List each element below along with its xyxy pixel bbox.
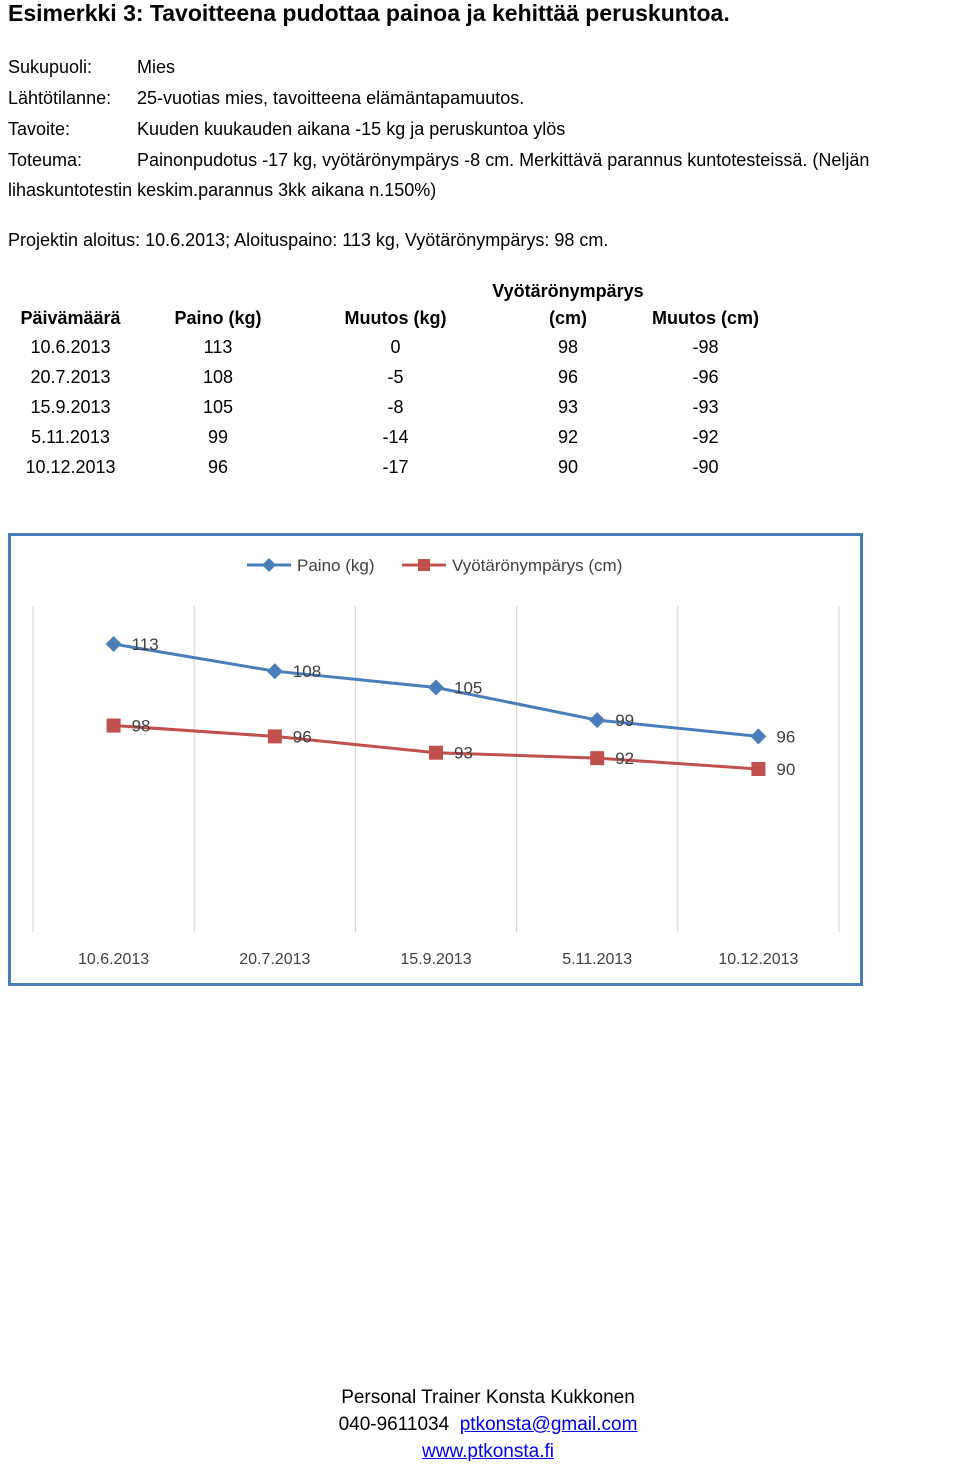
table-cell: 96 — [557, 366, 579, 387]
table-cell: -17 — [382, 456, 409, 477]
legend-label: Paino (kg) — [297, 556, 374, 575]
table-row: 15.9.2013 105 -8 93 -93 — [8, 392, 763, 422]
table-row: 20.7.2013 108 -5 96 -96 — [8, 362, 763, 392]
table-cell: 113 — [203, 336, 233, 357]
data-label: 96 — [293, 727, 312, 746]
info-row-lahtotilanne: Lähtötilanne: 25-vuotias mies, tavoitteen… — [8, 87, 524, 109]
data-point — [590, 751, 605, 766]
data-point — [106, 718, 121, 733]
table-cell: 5.11.2013 — [31, 426, 110, 447]
table-cell: 92 — [557, 426, 579, 447]
data-label: 90 — [776, 760, 795, 779]
data-label: 93 — [454, 744, 473, 763]
chart-frame: 10.6.2013 20.7.2013 15.9.2013 5.11.2013 10.1… — [8, 533, 863, 986]
footer-name: Personal Trainer Konsta Kukkonen — [341, 1387, 635, 1408]
table-cell: 0 — [390, 336, 401, 357]
table-cell: 99 — [207, 426, 229, 447]
info-value: Mies — [137, 57, 176, 77]
footer-phone: 040-9611034 — [338, 1414, 450, 1435]
data-label: 105 — [454, 679, 482, 698]
toteuma-continuation: lihaskuntotestin keskim.parannus 3kk aik… — [8, 180, 437, 200]
data-label: 99 — [615, 711, 634, 730]
footer-website-link[interactable]: www.ptkonsta.fi — [422, 1441, 554, 1462]
table-cell: 90 — [557, 456, 579, 477]
table-header-row: Päivämäärä Paino (kg) Muutos (kg) Vyötär… — [8, 278, 763, 332]
table-cell: -98 — [692, 336, 719, 357]
x-tick-label: 20.7.2013 — [239, 951, 310, 968]
table-cell: -90 — [692, 456, 719, 477]
table-cell: -92 — [692, 426, 719, 447]
info-label: Sukupuoli: — [8, 57, 93, 77]
data-label: 92 — [615, 749, 634, 768]
info-row-tavoite: Tavoite: Kuuden kuukauden aikana -15 kg j… — [8, 118, 565, 140]
data-label: 113 — [132, 635, 159, 654]
data-point — [751, 762, 766, 776]
table-row: 10.12.2013 96 -17 90 -90 — [8, 452, 763, 482]
table-cell: -8 — [387, 396, 404, 417]
table-row: 10.6.2013 113 0 98 -98 — [8, 332, 763, 362]
table-cell: 96 — [207, 456, 229, 477]
x-tick-label: 15.9.2013 — [400, 951, 471, 968]
data-label: 108 — [293, 662, 321, 681]
page-title: Esimerkki 3: Tavoitteena pudottaa painoa… — [8, 0, 730, 26]
table-cell: 108 — [202, 366, 234, 387]
table-cell: 105 — [202, 396, 234, 417]
footer-website: www.ptkonsta.fi — [0, 1438, 960, 1465]
data-point — [429, 745, 443, 760]
legend-marker — [418, 559, 430, 571]
data-label: 98 — [132, 717, 151, 736]
info-value: Painonpudotus -17 kg, vyötärönympärys -8… — [137, 150, 870, 170]
header-weight-change: Muutos (kg) — [344, 308, 447, 328]
info-row-sukupuoli: Sukupuoli: Mies — [8, 56, 175, 78]
table-cell: -5 — [387, 366, 404, 387]
table-cell: 93 — [557, 396, 579, 417]
header-date: Päivämäärä — [20, 308, 121, 328]
info-label: Lähtötilanne: — [8, 88, 112, 108]
data-point — [589, 712, 606, 729]
legend-label: Vyötärönympärys (cm) — [452, 556, 622, 575]
data-point — [428, 679, 444, 696]
project-line: Projektin aloitus: 10.6.2013; Aloituspai… — [8, 230, 609, 250]
info-value: Kuuden kuukauden aikana -15 kg ja perusk… — [137, 119, 566, 139]
table-cell: 15.9.2013 — [30, 396, 111, 417]
data-point — [267, 729, 282, 744]
data-point — [105, 636, 122, 653]
info-row-toteuma: Toteuma: Painonpudotus -17 kg, vyötärönym… — [8, 149, 869, 171]
table-cell: 98 — [557, 336, 579, 357]
data-label: 96 — [776, 727, 795, 746]
table-row: 5.11.2013 99 -14 92 -92 — [8, 422, 763, 452]
x-tick-label: 10.6.2013 — [78, 951, 149, 968]
x-tick-label: 10.12.2013 — [718, 951, 798, 968]
data-point — [266, 663, 283, 680]
legend-marker — [262, 558, 276, 572]
info-label: Toteuma: — [8, 150, 83, 170]
x-tick-label: 5.11.2013 — [562, 951, 632, 968]
header-waist-change: Muutos (cm) — [652, 308, 759, 328]
table-cell: 10.6.2013 — [30, 336, 111, 357]
header-waist: Vyötärönympärys (cm) — [492, 281, 644, 328]
data-point — [750, 728, 767, 745]
info-label: Tavoite: — [8, 119, 71, 139]
footer-email-link[interactable]: ptkonsta@gmail.com — [459, 1414, 638, 1435]
results-table: Päivämäärä Paino (kg) Muutos (kg) Vyötär… — [8, 278, 763, 482]
table-cell: 20.7.2013 — [30, 366, 111, 387]
info-value: 25-vuotias mies, tavoitteena elämäntapam… — [137, 88, 525, 108]
line-chart: 10.6.2013 20.7.2013 15.9.2013 5.11.2013 10.1… — [32, 556, 840, 968]
table-cell: -14 — [382, 426, 409, 447]
table-cell: -93 — [692, 396, 719, 417]
header-weight: Paino (kg) — [174, 308, 262, 328]
table-cell: 10.12.2013 — [25, 456, 116, 477]
footer-contact: 040-9611034 ptkonsta@gmail.com — [0, 1411, 960, 1438]
table-cell: -96 — [692, 366, 719, 387]
